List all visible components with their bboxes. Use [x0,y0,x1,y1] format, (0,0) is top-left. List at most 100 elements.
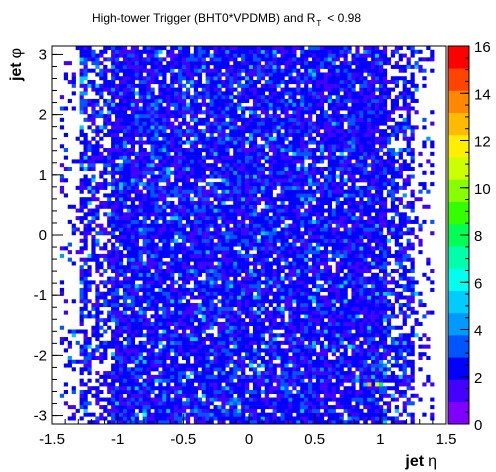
heatmap-cell [178,148,183,153]
heatmap-cell [126,318,132,323]
heatmap-cell [197,64,202,69]
heatmap-cell [126,49,132,54]
heatmap-cell [178,208,183,213]
heatmap-cell [170,136,175,141]
heatmap-cell [193,68,199,73]
heatmap-cell [150,46,155,51]
heatmap-cell [292,170,297,175]
heatmap-cell [260,412,266,417]
heatmap-cell [260,238,266,243]
heatmap-cell [221,223,226,228]
heatmap-cell [91,386,96,391]
heatmap-cell [260,382,266,387]
heatmap-cell [252,269,258,274]
heatmap-cell [233,287,238,292]
heatmap-cell [189,212,195,217]
heatmap-cell [205,291,210,296]
heatmap-cell [185,87,191,92]
heatmap-cell [213,80,218,85]
heatmap-cell [233,193,238,198]
heatmap-cell [292,269,297,274]
heatmap-cell [280,170,285,175]
heatmap-cell [115,136,120,141]
heatmap-cell [79,166,84,171]
heatmap-cell [241,371,246,376]
heatmap-cell [178,310,183,315]
heatmap-cell [209,348,214,353]
heatmap-cell [146,204,151,209]
heatmap-cell [162,329,167,334]
heatmap-cell [130,276,135,281]
heatmap-cell [213,125,218,130]
heatmap-cell [146,95,151,100]
heatmap-cell [150,159,155,164]
heatmap-cell [122,61,128,66]
heatmap-cell [225,144,230,149]
heatmap-cell [260,401,266,406]
heatmap-cell [138,352,143,357]
heatmap-cell [126,246,132,251]
heatmap-cell [272,166,277,171]
heatmap-cell [150,359,155,364]
heatmap-cell [185,378,191,383]
heatmap-cell [91,49,96,54]
heatmap-cell [233,401,238,406]
heatmap-cell [280,269,285,274]
heatmap-cell [189,53,195,58]
heatmap-cell [142,102,147,107]
heatmap-cell [225,231,230,236]
heatmap-cell [288,102,293,107]
heatmap-cell [205,102,210,107]
heatmap-cell [150,182,155,187]
heatmap-cell [91,121,96,126]
heatmap-cell [182,140,187,145]
heatmap-cell [154,291,159,296]
heatmap-cell [296,325,301,330]
heatmap-cell [292,182,297,187]
heatmap-cell [83,144,88,149]
heatmap-cell [201,49,206,54]
heatmap-cell [182,367,187,372]
heatmap-cell [217,359,222,364]
heatmap-cell [201,310,206,315]
heatmap-cell [146,253,151,258]
heatmap-cell [229,219,234,224]
heatmap-cell [174,163,179,168]
heatmap-cell [146,182,151,187]
heatmap-cell [154,166,159,171]
heatmap-cell [182,114,187,119]
heatmap-cell [174,212,179,217]
heatmap-cell [292,159,297,164]
heatmap-cell [142,367,147,372]
heatmap-cell [280,310,285,315]
heatmap-cell [292,352,297,357]
heatmap-cell [213,49,218,54]
heatmap-cell [268,189,273,194]
heatmap-cell [146,227,151,232]
heatmap-cell [249,238,254,243]
heatmap-cell [162,238,167,243]
heatmap-cell [245,182,250,187]
heatmap-cell [174,382,179,387]
heatmap-cell [174,204,179,209]
heatmap-cell [233,61,238,66]
heatmap-cell [205,382,210,387]
heatmap-cell [154,68,159,73]
heatmap-cell [146,408,151,413]
heatmap-cell [252,246,258,251]
heatmap-cell [233,374,238,379]
heatmap-cell [174,61,179,66]
heatmap-cell [280,371,285,376]
heatmap-cell [178,276,183,281]
heatmap-cell [252,318,258,323]
heatmap-cell [115,420,120,425]
heatmap-cell [103,114,108,119]
heatmap-cell [201,280,206,285]
heatmap-cell [201,367,206,372]
heatmap-cell [126,382,132,387]
heatmap-cell [264,204,269,209]
heatmap-cell [130,344,135,349]
heatmap-cell [71,261,76,266]
heatmap-cell [154,340,159,345]
heatmap-cell [91,235,96,240]
